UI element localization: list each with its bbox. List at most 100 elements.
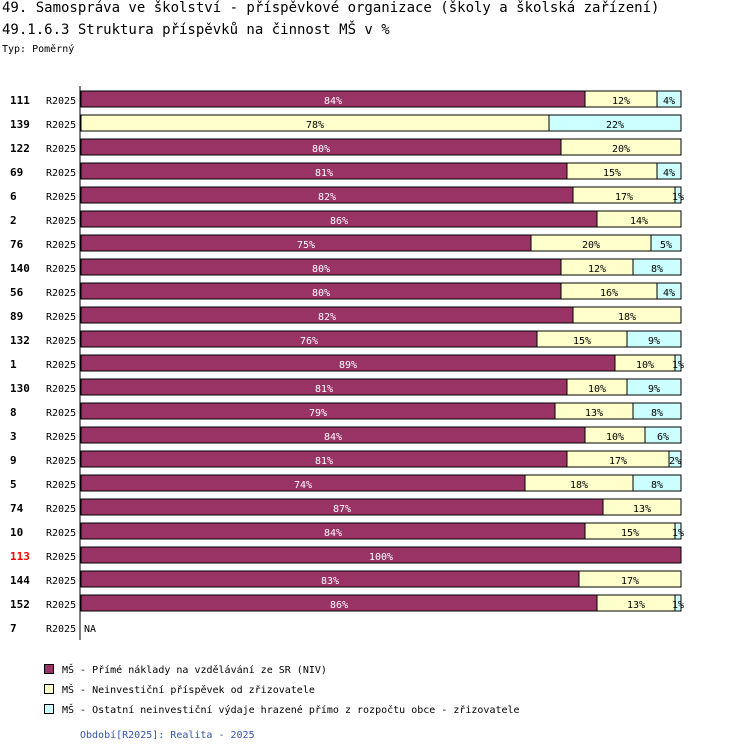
legend-label-2: MŠ - Neinvestiční příspěvek od zřizovate… [62,685,315,696]
period-label-8: R2025 [46,408,76,419]
data-label-76-s2: 20% [582,240,600,251]
period-label-1: R2025 [46,360,76,371]
data-label-5-s2: 18% [570,480,588,491]
category-label-152: 152 [10,598,30,611]
category-label-69: 69 [10,166,23,179]
data-label-3-s3: 6% [657,432,669,443]
data-label-69-s1: 81% [315,168,333,179]
category-label-10: 10 [10,526,23,539]
data-label-76-s3: 5% [660,240,672,251]
data-label-111-s2: 12% [612,96,630,107]
data-label-140-s3: 8% [651,264,663,275]
legend-swatch-2 [44,684,54,694]
stacked-bar-chart: 111 R2025 84% 12% 4%139 R2025 78% 22%122 R2025 80… [10,86,684,640]
period-label-139: R2025 [46,120,76,131]
period-note: Období[R2025]: Realita - 2025 [80,730,255,741]
category-label-5: 5 [10,478,17,491]
data-label-56-s3: 4% [663,288,675,299]
bar-segment-132-s3 [626,330,682,348]
data-label-9-s2: 17% [609,456,627,467]
data-label-113-s1: 100% [369,552,393,563]
category-label-3: 3 [10,430,17,443]
data-label-130-s1: 81% [315,384,333,395]
data-label-10-s1: 84% [324,528,342,539]
data-label-122-s2: 20% [612,144,630,155]
data-label-8-s3: 8% [651,408,663,419]
data-label-9-s3: 2% [669,456,681,467]
period-label-89: R2025 [46,312,76,323]
bar-segment-144-s2 [578,570,682,588]
data-label-69-s2: 15% [603,168,621,179]
category-label-56: 56 [10,286,24,299]
period-label-7: R2025 [46,624,76,635]
bar-segment-8-s3 [632,402,682,420]
data-label-5-s3: 8% [651,480,663,491]
data-label-1-s2: 10% [636,360,654,371]
category-label-140: 140 [10,262,30,275]
period-label-140: R2025 [46,264,76,275]
period-label-10: R2025 [46,528,76,539]
chart-subtitle: 49.1.6.3 Struktura příspěvků na činnost … [2,22,390,38]
period-label-2: R2025 [46,216,76,227]
legend-swatch-1 [44,664,54,674]
data-label-140-s1: 80% [312,264,330,275]
data-label-69-s3: 4% [663,168,675,179]
data-label-3-s1: 84% [324,432,342,443]
category-label-144: 144 [10,574,30,587]
period-label-6: R2025 [46,192,76,203]
period-label-69: R2025 [46,168,76,179]
category-label-1: 1 [10,358,17,371]
data-label-152-s2: 13% [627,600,645,611]
data-label-74-s1: 87% [333,504,351,515]
period-label-74: R2025 [46,504,76,515]
period-label-152: R2025 [46,600,76,611]
data-label-8-s2: 13% [585,408,603,419]
bar-segment-74-s2 [602,498,682,516]
data-label-152-s3: 1% [672,600,684,611]
data-label-1-s3: 1% [672,360,684,371]
bar-segment-111-s3 [656,90,682,108]
bar-segment-1-s3 [674,354,682,372]
category-label-74: 74 [10,502,24,515]
bar-segment-9-s3 [668,450,682,468]
bar-segment-3-s3 [644,426,682,444]
bar-segment-10-s3 [674,522,682,540]
bar-segment-6-s3 [674,186,682,204]
bar-segment-89-s2 [572,306,682,324]
data-label-1-s1: 89% [339,360,357,371]
category-label-130: 130 [10,382,30,395]
category-label-111: 111 [10,94,30,107]
data-label-144-s1: 83% [321,576,339,587]
category-label-2: 2 [10,214,17,227]
category-label-89: 89 [10,310,23,323]
period-label-3: R2025 [46,432,76,443]
data-label-10-s2: 15% [621,528,639,539]
data-label-111-s1: 84% [324,96,342,107]
legend-item-3: MŠ - Ostatní neinvestiční výdaje hrazené… [44,704,520,716]
legend-swatch-3 [44,704,54,714]
data-label-6-s2: 17% [615,192,633,203]
data-label-152-s1: 86% [330,600,348,611]
category-label-6: 6 [10,190,17,203]
data-label-6-s1: 82% [318,192,336,203]
category-label-9: 9 [10,454,17,467]
period-label-113: R2025 [46,552,76,563]
chart-title: 49. Samospráva ve školství - příspěvkové… [2,0,660,16]
bar-segment-69-s3 [656,162,682,180]
bar-segment-130-s3 [626,378,682,396]
bar-segment-5-s3 [632,474,682,492]
data-label-76-s1: 75% [297,240,315,251]
period-label-122: R2025 [46,144,76,155]
bar-segment-2-s2 [596,210,682,228]
bar-segment-122-s2 [560,138,682,156]
period-label-76: R2025 [46,240,76,251]
category-label-7: 7 [10,622,17,635]
data-label-139-s3: 22% [606,120,624,131]
data-label-122-s1: 80% [312,144,330,155]
period-label-132: R2025 [46,336,76,347]
bar-segment-140-s3 [632,258,682,276]
category-label-132: 132 [10,334,30,347]
data-label-89-s1: 82% [318,312,336,323]
data-label-8-s1: 79% [309,408,327,419]
data-label-6-s3: 1% [672,192,684,203]
